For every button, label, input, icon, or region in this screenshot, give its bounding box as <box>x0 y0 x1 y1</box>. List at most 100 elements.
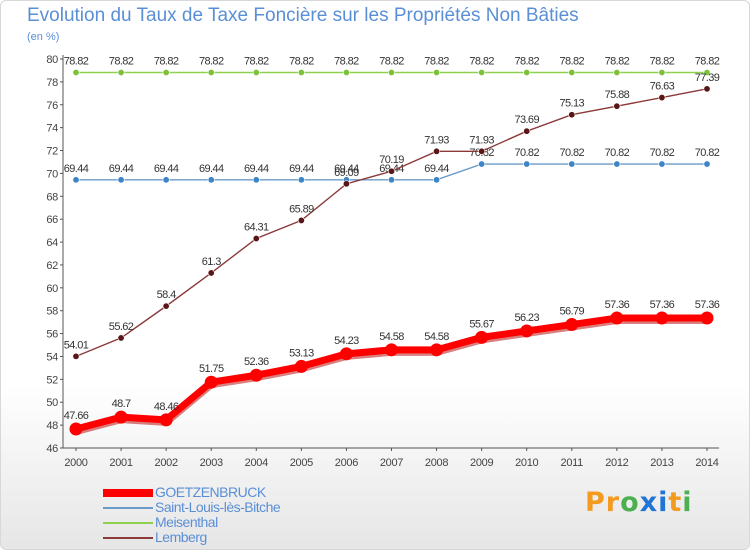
data-label-meisenthal: 78.82 <box>650 56 675 68</box>
legend-swatch <box>103 522 153 524</box>
data-label-lemberg: 65.89 <box>289 203 314 215</box>
data-point-meisenthal <box>72 69 80 77</box>
chart-subtitle: (en %) <box>27 31 60 43</box>
y-tick-label: 74 <box>46 123 58 135</box>
data-point-meisenthal <box>433 69 441 77</box>
proxiti-logo: Proxiti <box>585 487 693 518</box>
legend-label: GOETZENBRUCK <box>155 484 266 500</box>
logo-letter: t <box>668 487 683 518</box>
data-point-lemberg <box>387 167 395 175</box>
data-point-meisenthal <box>478 69 486 77</box>
x-tick-label: 2000 <box>64 457 87 469</box>
data-label-saint-louis-l-s-bitche: 69.44 <box>64 163 89 175</box>
data-point-meisenthal <box>162 69 170 77</box>
data-label-meisenthal: 78.82 <box>695 56 720 68</box>
data-label-meisenthal: 78.82 <box>244 56 269 68</box>
data-point-saint-louis-l-s-bitche <box>703 160 711 168</box>
data-point-meisenthal <box>523 69 531 77</box>
data-label-meisenthal: 78.82 <box>289 56 314 68</box>
data-label-goetzenbruck: 47.66 <box>64 410 89 422</box>
legend-swatch <box>103 507 153 509</box>
data-label-goetzenbruck: 54.58 <box>424 331 449 343</box>
x-tick-label: 2003 <box>200 457 223 469</box>
y-tick-label: 50 <box>46 397 58 409</box>
data-label-goetzenbruck: 48.7 <box>112 398 131 410</box>
data-point-lemberg <box>613 102 621 110</box>
y-tick-label: 78 <box>46 77 58 89</box>
data-point-lemberg <box>478 147 486 155</box>
data-label-saint-louis-l-s-bitche: 69.44 <box>424 163 449 175</box>
data-point-saint-louis-l-s-bitche <box>117 176 125 184</box>
legend-swatch <box>103 537 153 539</box>
x-tick-label: 2002 <box>155 457 178 469</box>
data-label-goetzenbruck: 52.36 <box>244 356 269 368</box>
data-point-goetzenbruck <box>339 347 353 361</box>
data-label-goetzenbruck: 53.13 <box>289 347 314 359</box>
data-point-lemberg <box>72 352 80 360</box>
data-point-goetzenbruck <box>700 311 714 325</box>
y-tick-label: 76 <box>46 100 58 112</box>
data-label-lemberg: 55.62 <box>109 321 134 333</box>
data-label-lemberg: 69.09 <box>334 167 359 179</box>
data-point-goetzenbruck <box>114 410 128 424</box>
data-point-goetzenbruck <box>249 368 263 382</box>
x-tick-label: 2005 <box>290 457 313 469</box>
y-tick-label: 60 <box>46 283 58 295</box>
data-label-meisenthal: 78.82 <box>560 56 585 68</box>
data-point-meisenthal <box>703 69 711 77</box>
data-label-meisenthal: 78.82 <box>334 56 359 68</box>
data-label-goetzenbruck: 57.36 <box>650 299 675 311</box>
data-point-saint-louis-l-s-bitche <box>613 160 621 168</box>
data-label-meisenthal: 78.82 <box>199 56 224 68</box>
x-tick-label: 2009 <box>470 457 493 469</box>
data-label-saint-louis-l-s-bitche: 70.82 <box>605 147 630 159</box>
data-point-lemberg <box>703 85 711 93</box>
data-point-goetzenbruck <box>655 311 669 325</box>
x-tick-label: 2007 <box>380 457 403 469</box>
data-label-saint-louis-l-s-bitche: 70.82 <box>695 147 720 159</box>
data-label-goetzenbruck: 54.58 <box>379 331 404 343</box>
y-tick-label: 62 <box>46 260 58 272</box>
data-point-meisenthal <box>297 69 305 77</box>
data-point-meisenthal <box>613 69 621 77</box>
data-label-goetzenbruck: 55.67 <box>469 318 494 330</box>
data-point-goetzenbruck <box>294 359 308 373</box>
x-tick-label: 2006 <box>335 457 358 469</box>
y-tick-label: 54 <box>46 351 58 363</box>
data-point-saint-louis-l-s-bitche <box>568 160 576 168</box>
data-label-goetzenbruck: 51.75 <box>199 363 224 375</box>
data-label-saint-louis-l-s-bitche: 69.44 <box>154 163 179 175</box>
x-tick-label: 2013 <box>650 457 673 469</box>
logo-letter: r <box>605 487 621 518</box>
data-label-lemberg: 70.19 <box>379 154 404 166</box>
data-label-meisenthal: 78.82 <box>424 56 449 68</box>
data-label-lemberg: 71.93 <box>424 134 449 146</box>
data-point-goetzenbruck <box>610 311 624 325</box>
logo-letter: x <box>639 487 659 518</box>
data-label-goetzenbruck: 54.23 <box>334 335 359 347</box>
data-point-saint-louis-l-s-bitche <box>297 176 305 184</box>
data-point-lemberg <box>658 94 666 102</box>
y-tick-label: 72 <box>46 146 58 158</box>
data-label-meisenthal: 78.82 <box>469 56 494 68</box>
data-label-lemberg: 73.69 <box>514 114 539 126</box>
data-label-goetzenbruck: 56.23 <box>514 312 539 324</box>
data-label-meisenthal: 78.82 <box>154 56 179 68</box>
data-point-meisenthal <box>252 69 260 77</box>
logo-letter: o <box>620 487 640 518</box>
y-tick-label: 48 <box>46 420 58 432</box>
chart-title: Evolution du Taux de Taxe Foncière sur l… <box>27 5 579 26</box>
legend-label: Saint-Louis-lès-Bitche <box>155 499 281 515</box>
data-point-goetzenbruck <box>475 330 489 344</box>
y-tick-label: 68 <box>46 191 58 203</box>
data-point-meisenthal <box>342 69 350 77</box>
data-label-goetzenbruck: 56.79 <box>560 306 585 318</box>
data-point-saint-louis-l-s-bitche <box>433 176 441 184</box>
data-label-goetzenbruck: 48.46 <box>154 401 179 413</box>
y-tick-label: 46 <box>46 443 58 455</box>
data-point-goetzenbruck <box>204 375 218 389</box>
logo-letter: i <box>682 487 693 518</box>
data-point-meisenthal <box>207 69 215 77</box>
data-point-lemberg <box>207 269 215 277</box>
data-point-meisenthal <box>117 69 125 77</box>
